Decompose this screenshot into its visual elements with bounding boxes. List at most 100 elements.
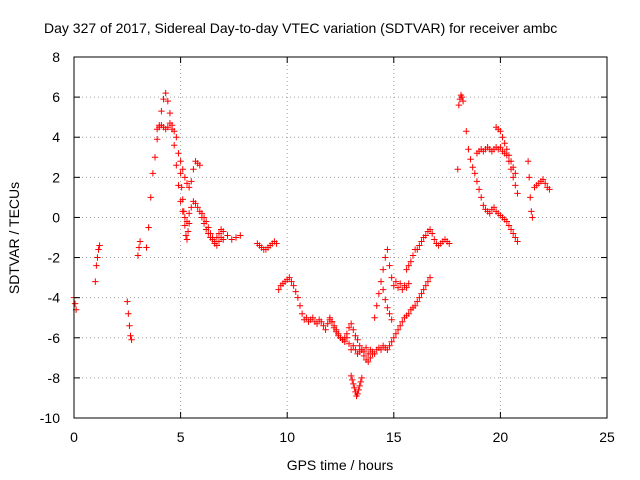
data-point <box>158 107 165 115</box>
data-point <box>388 274 395 281</box>
data-point <box>399 286 406 293</box>
data-point <box>345 324 353 331</box>
y-tick-label: -10 <box>40 410 60 426</box>
data-point <box>200 214 208 221</box>
plot-frame <box>73 56 608 419</box>
data-point <box>373 302 380 309</box>
data-point <box>367 354 374 362</box>
y-tick-label: -6 <box>48 330 61 346</box>
data-point <box>505 152 513 159</box>
data-point <box>215 238 223 245</box>
series-seg-g <box>177 170 193 243</box>
data-point <box>503 146 510 153</box>
data-point <box>166 109 174 117</box>
data-point <box>354 390 361 398</box>
data-point <box>384 246 391 253</box>
data-point <box>414 298 421 305</box>
series-seg-i <box>275 274 434 358</box>
data-point <box>350 380 357 388</box>
data-point <box>134 252 142 259</box>
data-point <box>127 332 134 339</box>
data-point <box>394 284 402 291</box>
data-point <box>360 352 368 360</box>
data-point <box>183 236 191 243</box>
data-point <box>420 286 427 293</box>
data-point <box>399 318 406 325</box>
data-point <box>405 280 412 287</box>
data-point <box>294 294 302 301</box>
data-point <box>514 190 521 197</box>
data-point <box>215 230 223 237</box>
data-point <box>333 326 340 333</box>
series-seg-q <box>473 144 521 197</box>
data-point <box>171 128 178 135</box>
data-point <box>541 180 549 187</box>
series-seg-c <box>124 298 135 343</box>
series-seg-h <box>254 238 280 253</box>
data-point <box>205 224 212 231</box>
data-point <box>507 226 515 233</box>
data-point <box>418 238 425 245</box>
data-point <box>529 214 536 221</box>
data-point <box>196 162 203 169</box>
data-point <box>356 382 363 390</box>
series-seg-f <box>153 119 227 249</box>
data-point <box>224 232 231 239</box>
data-point <box>173 134 180 141</box>
data-point <box>71 300 79 307</box>
data-point <box>296 302 304 309</box>
data-point <box>403 284 410 291</box>
data-point <box>322 326 329 333</box>
data-point <box>290 282 297 289</box>
data-point <box>358 374 366 382</box>
data-point <box>347 372 355 380</box>
data-point <box>228 236 235 243</box>
data-point <box>503 218 510 225</box>
data-point <box>525 174 533 181</box>
y-tick-label: -8 <box>48 370 61 386</box>
data-point <box>459 97 467 105</box>
series-seg-e <box>143 89 244 251</box>
data-point <box>528 208 535 215</box>
data-point <box>416 242 423 249</box>
data-point <box>509 230 517 237</box>
data-point <box>318 318 325 325</box>
data-point <box>179 196 186 203</box>
data-point <box>149 170 157 177</box>
data-point <box>375 290 383 297</box>
y-tick-label: 0 <box>52 209 60 225</box>
data-point <box>471 170 479 177</box>
data-point <box>501 140 508 147</box>
data-points <box>70 89 553 400</box>
y-tick-label: 6 <box>52 89 60 105</box>
series-seg-b <box>92 242 103 285</box>
data-point <box>497 128 504 135</box>
data-point <box>207 230 214 237</box>
data-point <box>313 320 321 327</box>
data-point <box>386 310 393 317</box>
series-seg-l <box>371 246 412 321</box>
data-point <box>275 286 282 293</box>
x-tick-label: 0 <box>70 429 78 445</box>
data-point <box>345 340 353 347</box>
data-point <box>458 93 466 101</box>
data-point <box>177 170 184 177</box>
data-point <box>298 310 306 317</box>
data-point <box>162 89 169 97</box>
data-point <box>454 166 461 173</box>
data-point <box>384 304 391 311</box>
data-point <box>396 280 404 287</box>
data-point <box>469 164 476 171</box>
data-point <box>426 274 434 281</box>
data-point <box>382 254 389 261</box>
data-point <box>394 326 402 333</box>
data-point <box>546 186 553 193</box>
data-point <box>95 246 102 253</box>
data-point <box>94 254 101 261</box>
data-point <box>135 244 143 251</box>
data-point <box>202 218 210 225</box>
data-point <box>194 204 201 211</box>
data-point <box>177 158 184 165</box>
data-point <box>499 134 506 141</box>
